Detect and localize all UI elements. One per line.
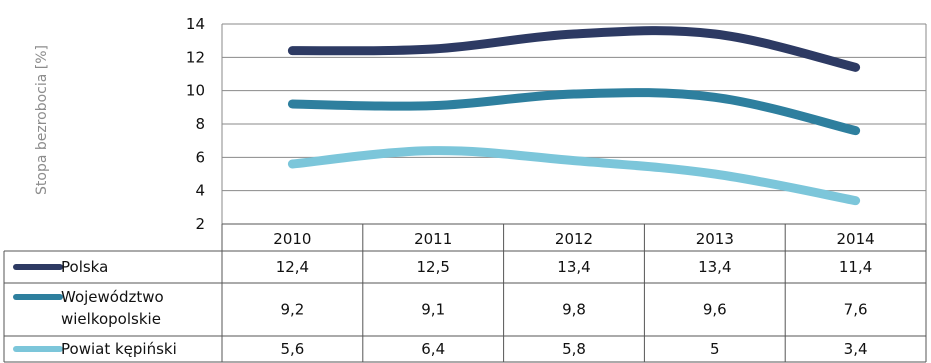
series-line-0: [287, 26, 861, 72]
data-point: [573, 93, 575, 95]
data-point: [291, 103, 293, 105]
x-tick-label: 2012: [555, 230, 593, 248]
data-label: 7,6: [844, 301, 868, 319]
data-label: 9,6: [703, 301, 727, 319]
y-tick-label: 8: [195, 115, 205, 133]
data-point: [855, 66, 857, 68]
x-tick-label: 2011: [414, 230, 452, 248]
data-label: 5: [710, 340, 720, 358]
series-line-1: [287, 88, 861, 136]
data-point: [432, 105, 434, 107]
data-point: [714, 173, 716, 175]
x-tick-label: 2013: [696, 230, 734, 248]
data-label: 9,2: [280, 301, 304, 319]
data-point: [432, 150, 434, 152]
data-point: [291, 50, 293, 52]
y-tick-label: 4: [195, 182, 205, 200]
data-point: [714, 33, 716, 35]
data-label: 13,4: [557, 258, 590, 276]
data-point: [573, 160, 575, 162]
series-line-2: [287, 146, 861, 206]
data-label: 9,8: [562, 301, 586, 319]
data-label: 3,4: [844, 340, 868, 358]
data-point: [714, 96, 716, 98]
y-tick-label: 10: [186, 82, 205, 100]
data-point: [855, 200, 857, 202]
y-axis-label: Stopa bezrobocia [%]: [34, 45, 50, 195]
data-point: [432, 48, 434, 50]
x-tick-label: 2014: [837, 230, 875, 248]
legend-label: Powiat kępiński: [61, 340, 177, 358]
data-label: 13,4: [698, 258, 731, 276]
y-tick-label: 6: [195, 148, 205, 166]
y-tick-label: 2: [195, 215, 205, 233]
data-label: 6,4: [421, 340, 445, 358]
data-point: [291, 163, 293, 165]
x-tick-label: 2010: [273, 230, 311, 248]
data-point: [573, 33, 575, 35]
data-label: 9,1: [421, 301, 445, 319]
legend-label: wielkopolskie: [61, 310, 161, 328]
data-label: 5,8: [562, 340, 586, 358]
data-label: 12,4: [276, 258, 309, 276]
legend-label: Polska: [61, 258, 108, 276]
data-series: [287, 26, 861, 206]
y-tick-label: 14: [186, 15, 205, 33]
data-label: 5,6: [280, 340, 304, 358]
data-label: 12,5: [416, 258, 449, 276]
y-tick-label: 12: [186, 48, 205, 66]
legend-label: Województwo: [61, 288, 164, 306]
data-table: 2010 2011 2012 2013 2014 Polska 12,4 12,5 13,4 13…: [3, 223, 927, 363]
y-axis-ticks: 14 12 10 8 6 4 2: [186, 15, 205, 233]
data-label: 11,4: [839, 258, 872, 276]
data-point: [855, 130, 857, 132]
